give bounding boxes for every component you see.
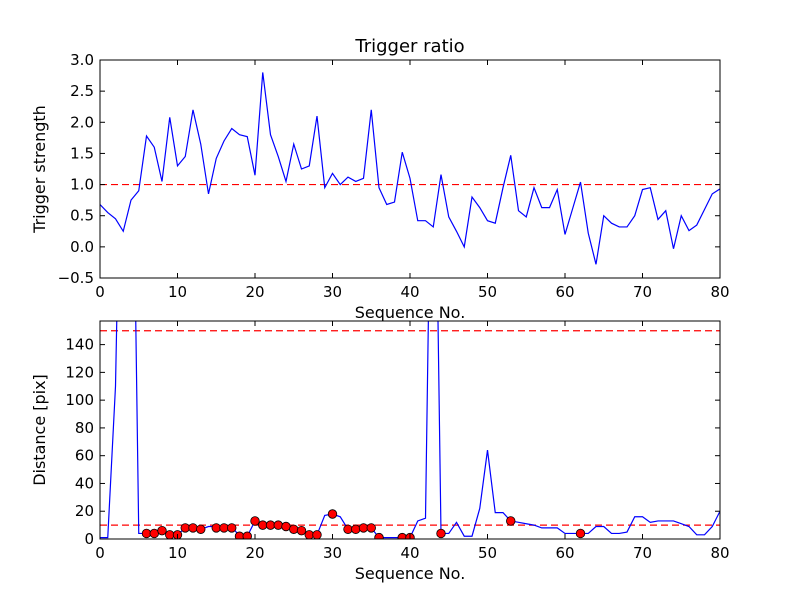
top-xtick-label-5: 50	[478, 283, 497, 301]
bottom-scatter-point-8	[211, 523, 221, 533]
top-ylabel: Trigger strength	[30, 105, 49, 234]
top-ytick-label-2: 0.5	[70, 207, 94, 225]
bottom-xtick-label-5: 50	[478, 544, 497, 562]
bottom-scatter-point-5	[180, 523, 190, 533]
top-xtick-label-7: 70	[633, 283, 652, 301]
bottom-scatter-point-22	[327, 509, 338, 519]
top-ytick-label-5: 2.0	[70, 113, 94, 131]
bottom-scatter-point-27	[374, 532, 384, 539]
top-xtick-label-6: 60	[555, 283, 574, 301]
bottom-scatter-point-13	[250, 516, 260, 526]
bottom-scatter-point-1	[149, 528, 159, 539]
top-ytick-label-6: 2.5	[70, 82, 94, 100]
bottom-scatter-point-25	[358, 523, 369, 533]
bottom-scatter-point-30	[436, 528, 446, 539]
bottom-xtick-label-1: 10	[168, 544, 187, 562]
top-xlabel: Sequence No.	[355, 303, 466, 322]
bottom-series-line-0	[100, 321, 720, 539]
bottom-scatter-point-15	[265, 520, 276, 530]
top-ytick-label-4: 1.5	[70, 144, 94, 162]
bottom-scatter-point-3	[165, 530, 175, 539]
bottom-scatter-point-0	[141, 528, 152, 539]
top-ytick-label-1: 0.0	[70, 238, 94, 256]
bottom-axes-frame	[99, 320, 721, 540]
bottom-scatter-point-17	[281, 521, 291, 532]
bottom-scatter-point-20	[304, 530, 314, 539]
bottom-scatter-point-18	[289, 524, 299, 534]
bottom-scatter-point-19	[296, 525, 307, 536]
bottom-xtick-label-6: 60	[555, 544, 574, 562]
bottom-scatter-point-9	[219, 523, 229, 533]
top-ytick-label-0: −0.5	[58, 269, 94, 287]
distance-plot: 0 10 20 30 40 50 60 70 80 0 20 40 60 80 100 120 140 Seque…	[30, 320, 730, 583]
bottom-scatter-point-21	[312, 530, 322, 539]
top-xtick-label-2: 20	[245, 283, 264, 301]
bottom-xtick-label-8: 80	[710, 544, 729, 562]
bottom-ytick-label-0: 0	[84, 530, 94, 548]
top-ytick-label-7: 3.0	[70, 51, 94, 69]
bottom-ytick-label-6: 120	[65, 363, 94, 381]
bottom-ytick-label-7: 140	[65, 336, 94, 354]
bottom-scatter-point-28	[397, 532, 407, 539]
bottom-scatter-point-6	[188, 523, 198, 533]
bottom-scatter-point-31	[506, 516, 516, 526]
top-xtick-label-1: 10	[168, 283, 187, 301]
bottom-ytick-label-4: 80	[75, 419, 94, 437]
top-axes-frame	[99, 59, 721, 279]
trigger-ratio-plot: 0 10 20 30 40 50 60 70 80 −0.5 0.0 0.5 1.0 1.5 2.0 2.5 3…	[30, 36, 730, 322]
bottom-ytick-label-3: 60	[75, 447, 94, 465]
bottom-xlabel: Sequence No.	[355, 564, 466, 583]
bottom-ylabel: Distance [pix]	[30, 374, 49, 486]
bottom-scatter-point-23	[343, 524, 353, 534]
bottom-xtick-label-4: 40	[400, 544, 419, 562]
bottom-scatter-point-2	[157, 525, 167, 536]
bottom-ytick-label-5: 100	[65, 391, 94, 409]
bottom-ytick-label-2: 40	[75, 474, 94, 492]
bottom-xtick-label-3: 30	[323, 544, 342, 562]
bottom-scatter-point-16	[273, 520, 283, 530]
bottom-scatter-point-24	[351, 524, 361, 534]
top-xtick-label-4: 40	[400, 283, 419, 301]
bottom-xtick-label-2: 20	[245, 544, 264, 562]
bottom-scatter-point-7	[196, 524, 206, 534]
top-series-line-0	[100, 72, 720, 265]
top-xtick-label-8: 80	[710, 283, 729, 301]
top-xtick-label-0: 0	[95, 283, 105, 301]
bottom-scatter-point-10	[227, 523, 237, 533]
bottom-scatter-point-14	[258, 520, 268, 530]
bottom-xtick-label-7: 70	[633, 544, 652, 562]
top-xtick-label-3: 30	[323, 283, 342, 301]
top-ytick-label-3: 1.0	[70, 176, 94, 194]
bottom-scatter-group	[141, 509, 586, 539]
bottom-scatter-point-12	[242, 531, 252, 539]
top-title: Trigger ratio	[354, 36, 464, 57]
bottom-scatter-point-32	[575, 528, 586, 539]
bottom-scatter-point-26	[366, 523, 376, 533]
bottom-ytick-label-1: 20	[75, 502, 94, 520]
bottom-xtick-label-0: 0	[95, 544, 105, 562]
